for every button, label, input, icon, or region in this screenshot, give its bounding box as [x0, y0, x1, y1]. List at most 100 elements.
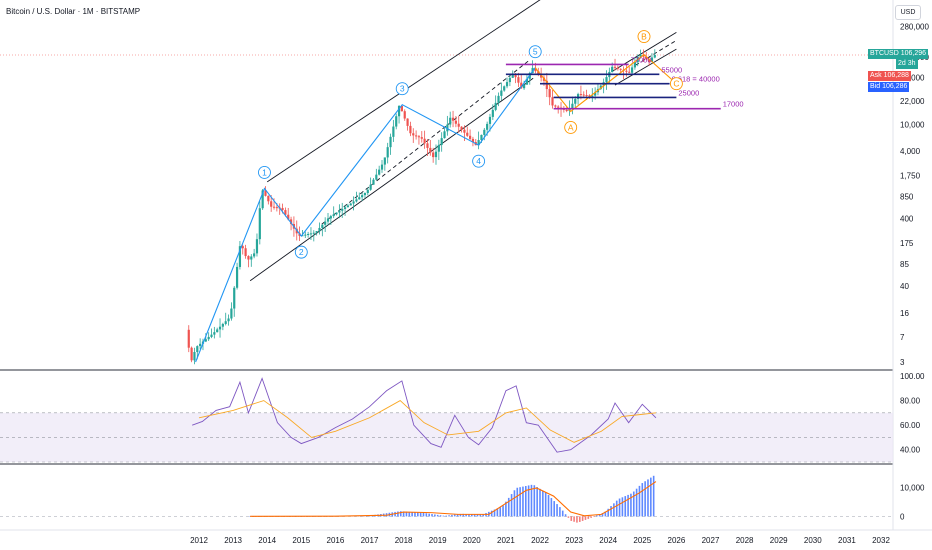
- candle-body: [420, 137, 423, 139]
- countdown-tag: 2d 3h: [896, 59, 918, 69]
- candle-body: [417, 136, 421, 138]
- candle-body: [525, 78, 529, 85]
- macd-histogram-bar: [553, 501, 556, 517]
- candle-body: [582, 94, 585, 96]
- candle-body: [432, 152, 435, 158]
- macd-tick-label: 0: [900, 512, 905, 521]
- candle-body: [332, 214, 335, 217]
- macd-histogram-bar: [499, 507, 502, 517]
- macd-histogram-bar: [567, 516, 570, 518]
- macd-histogram-bar: [596, 515, 598, 517]
- candle-body: [443, 131, 446, 139]
- symbol-price-tag: BTCUSD 106,296: [868, 49, 929, 59]
- candle-body: [429, 147, 432, 153]
- candle-body: [505, 82, 509, 87]
- candle-body: [406, 118, 409, 126]
- macd-histogram-bar: [471, 514, 473, 517]
- candle-body: [488, 116, 492, 124]
- time-tick-label: 2017: [361, 536, 379, 545]
- macd-histogram-bar: [542, 490, 544, 517]
- candle-body: [522, 84, 526, 89]
- price-tick-label: 22,000: [900, 97, 925, 106]
- macd-histogram-bar: [578, 516, 581, 522]
- price-tick-label: 175: [900, 239, 914, 248]
- candle-body: [380, 164, 384, 170]
- symbol-label: BTCUSD: [870, 50, 899, 57]
- candle-body: [287, 214, 290, 220]
- ask-price: 106,288: [883, 72, 909, 79]
- macd-histogram-bar: [632, 491, 635, 517]
- candle-body: [625, 70, 628, 72]
- candle-body: [440, 138, 443, 145]
- candle-body: [633, 62, 637, 68]
- candle-body: [233, 287, 236, 309]
- candle-body: [616, 67, 619, 69]
- candle-body: [551, 97, 554, 106]
- wave-label-text: B: [641, 32, 647, 42]
- macd-histogram-bar: [573, 516, 575, 522]
- candle-body: [235, 266, 239, 288]
- candle-body: [343, 207, 347, 209]
- price-level-label: 0.618 = 40000: [672, 75, 720, 84]
- macd-histogram-bar: [621, 497, 624, 517]
- time-tick-label: 2012: [190, 536, 208, 545]
- candle-body: [358, 197, 361, 200]
- macd-histogram-bar: [530, 484, 533, 517]
- price-tick-label: 400: [900, 215, 914, 224]
- wave-label-circle: [564, 120, 578, 134]
- candle-body: [457, 123, 460, 127]
- candle-body: [403, 111, 406, 119]
- macd-histogram-bar: [414, 512, 416, 517]
- price-tick-label: 49,000: [900, 74, 925, 83]
- candle-body: [258, 208, 261, 240]
- candle-body: [520, 82, 523, 89]
- candle-body: [270, 201, 273, 207]
- macd-histogram-bar: [459, 513, 462, 517]
- candle-body: [230, 308, 233, 319]
- candle-body: [207, 336, 210, 340]
- macd-histogram-bar: [641, 483, 644, 517]
- impulse-wave-path: [195, 67, 536, 363]
- macd-histogram-bar: [408, 511, 411, 517]
- macd-histogram-bar: [417, 512, 419, 517]
- candle-body: [307, 234, 310, 236]
- wave-label-circle: [294, 245, 308, 259]
- macd-histogram-bar: [607, 508, 609, 517]
- macd-histogram-bar: [627, 494, 629, 517]
- macd-histogram-bar: [442, 515, 445, 517]
- candle-body: [392, 126, 395, 137]
- macd-histogram-bar: [635, 488, 638, 517]
- candle-body: [284, 210, 287, 215]
- macd-histogram-bar: [397, 511, 399, 517]
- macd-histogram-bar: [638, 485, 641, 517]
- candle-body: [571, 103, 574, 109]
- candle-body: [579, 94, 583, 96]
- macd-histogram-bar: [652, 475, 655, 517]
- price-tick-label: 85: [900, 260, 909, 269]
- currency-selector[interactable]: USD: [895, 5, 921, 20]
- wave-label-text: C: [673, 79, 679, 89]
- macd-histogram-bar: [547, 495, 550, 517]
- channel-upper-line: [266, 0, 541, 183]
- candle-body: [224, 321, 227, 324]
- macd-histogram-bar: [502, 505, 504, 517]
- macd-histogram-bar: [445, 515, 448, 517]
- candle-body: [628, 71, 631, 73]
- candle-body: [619, 68, 622, 70]
- wave-label-circle: [637, 30, 651, 43]
- candle-body: [409, 125, 412, 134]
- macd-histogram-bar: [630, 493, 632, 517]
- macd-histogram-bar: [428, 513, 430, 517]
- candle-body: [503, 86, 506, 91]
- rsi-tick-label: 60.00: [900, 421, 921, 430]
- time-tick-label: 2029: [770, 536, 788, 545]
- candle-body: [534, 67, 537, 72]
- macd-histogram-bar: [451, 514, 453, 517]
- price-tick-label: 4,000: [900, 147, 921, 156]
- candle-body: [613, 66, 617, 68]
- macd-histogram-bar: [434, 514, 436, 517]
- candle-body: [451, 117, 455, 121]
- candle-body: [199, 343, 202, 347]
